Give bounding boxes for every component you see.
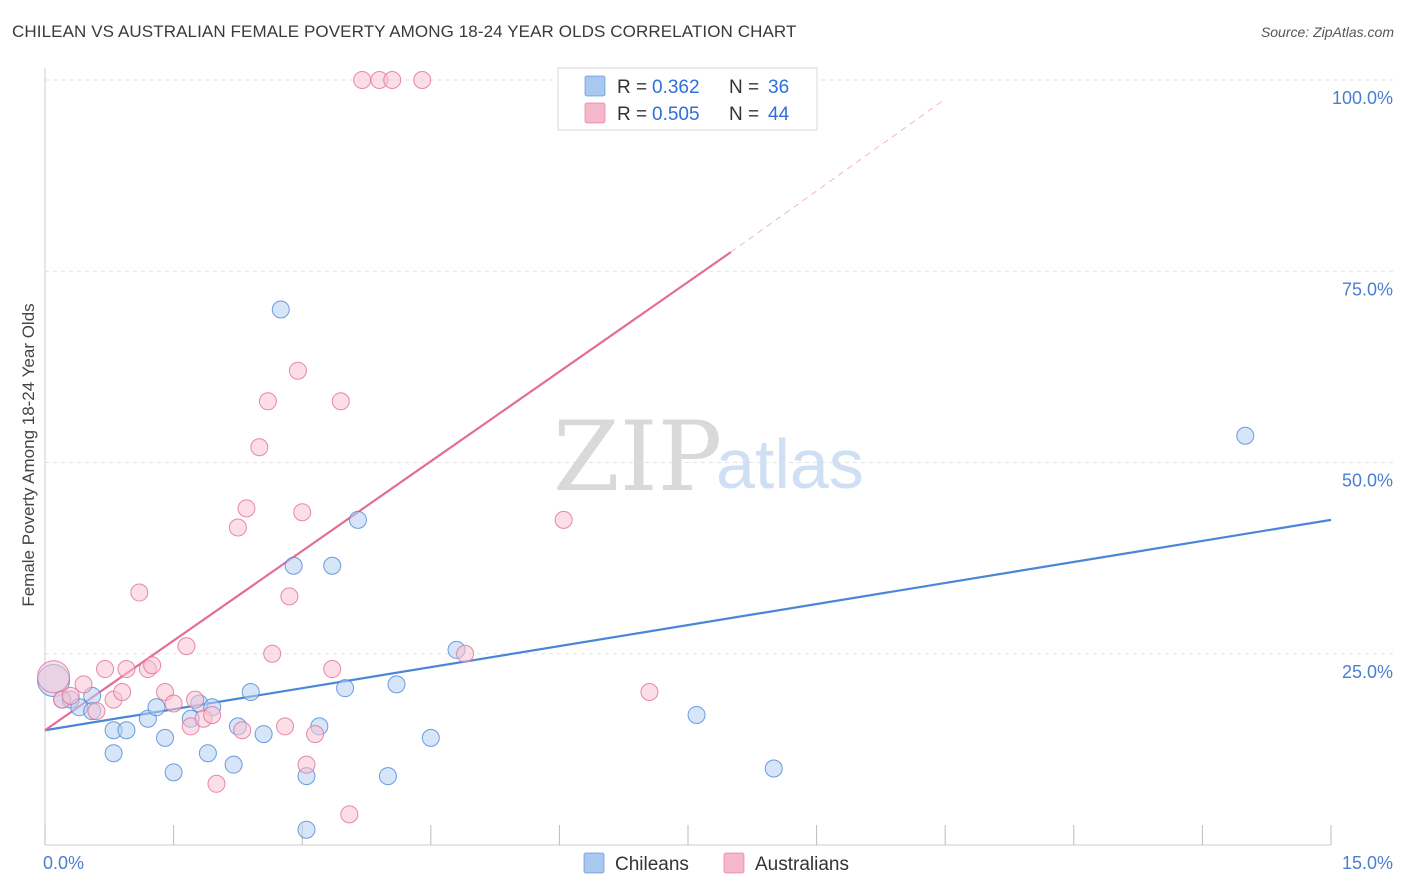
point-australians (250, 438, 269, 457)
point-australians (288, 361, 307, 380)
point-australians (297, 755, 316, 774)
point-australians (353, 71, 372, 89)
watermark: ZIP atlas (553, 401, 864, 513)
source-label: Source: ZipAtlas.com (1260, 24, 1394, 40)
point-australians (340, 805, 359, 824)
point-australians (456, 644, 475, 663)
point-chileans (421, 728, 440, 747)
point-chileans (104, 744, 123, 763)
point-australians (293, 503, 312, 522)
point-chileans (164, 763, 183, 782)
point-australians (186, 690, 205, 709)
bottom-legend-label-chileans: Chileans (615, 854, 689, 875)
point-australians (383, 71, 402, 89)
bottom-legend-swatch-chileans (583, 852, 605, 874)
point-australians (143, 656, 162, 675)
y-tick-label: 25.0% (1342, 662, 1393, 682)
point-chileans (323, 556, 342, 575)
legend-r-label-australians: R = (617, 104, 647, 125)
point-australians (207, 774, 226, 793)
point-australians (233, 721, 252, 740)
point-chileans (284, 556, 303, 575)
tick-labels: 25.0% 50.0% 75.0% 100.0% 0.0% 15.0% (43, 88, 1393, 873)
y-tick-label: 50.0% (1342, 471, 1393, 491)
x-tick-label: 15.0% (1342, 853, 1393, 873)
point-australians (276, 717, 295, 736)
point-australians (237, 499, 256, 518)
point-australians (164, 694, 183, 713)
grid-lines (45, 79, 1395, 655)
point-chileans (297, 820, 316, 839)
point-chileans (254, 725, 273, 744)
chart-title: CHILEAN VS AUSTRALIAN FEMALE POVERTY AMO… (12, 22, 797, 41)
point-australians (130, 583, 149, 602)
point-australians (61, 686, 80, 705)
axes (44, 68, 1332, 846)
trend-line-australians (44, 251, 732, 732)
point-chileans (387, 675, 406, 694)
legend-n-label-chileans: N = (729, 77, 759, 98)
point-chileans (378, 767, 397, 786)
watermark-zip: ZIP (553, 401, 722, 513)
y-tick-label: 75.0% (1342, 279, 1393, 299)
legend-box: R = 0.362 N = 36 R = 0.505 N = 44 (557, 67, 818, 131)
point-chileans (271, 300, 290, 319)
point-australians (228, 518, 247, 537)
y-tick-label: 100.0% (1332, 88, 1393, 108)
point-australians (640, 683, 659, 701)
point-australians (177, 637, 196, 656)
legend-n-label-australians: N = (729, 104, 759, 125)
bottom-legend: Chileans Australians (583, 852, 849, 875)
point-australians (554, 510, 573, 529)
point-australians (323, 660, 342, 679)
point-chileans (147, 698, 166, 717)
point-australians (280, 587, 299, 606)
trend-line-chileans (44, 518, 1332, 732)
point-australians (331, 392, 350, 411)
watermark-atlas: atlas (716, 425, 864, 503)
point-australians (74, 675, 93, 694)
legend-r-value-australians: 0.505 (652, 104, 700, 125)
point-chileans (224, 755, 243, 774)
point-chileans (687, 705, 706, 724)
legend-swatch-australians (584, 102, 606, 124)
point-chileans (156, 728, 175, 747)
point-chileans (764, 759, 783, 778)
point-australians (263, 644, 282, 663)
legend-n-value-australians: 44 (768, 104, 790, 125)
y-axis-title: Female Poverty Among 18-24 Year Olds (19, 303, 38, 606)
legend-swatch-chileans (584, 75, 606, 97)
point-australians (306, 725, 325, 744)
point-chileans (1236, 426, 1255, 445)
point-australians (96, 660, 115, 679)
legend-n-value-chileans: 36 (768, 77, 789, 98)
bottom-legend-swatch-australians (723, 852, 745, 874)
point-australians (413, 71, 432, 89)
legend-r-label-chileans: R = (617, 77, 647, 98)
point-chileans (117, 721, 136, 740)
point-australians (37, 660, 71, 694)
point-australians (87, 702, 106, 721)
trend-lines (44, 98, 1332, 732)
point-chileans (241, 683, 260, 701)
point-australians (258, 392, 277, 411)
legend-r-value-chileans: 0.362 (652, 77, 700, 98)
point-australians (113, 683, 132, 701)
x-tick-label: 0.0% (43, 853, 84, 873)
point-australians (203, 705, 222, 724)
point-chileans (198, 744, 217, 763)
point-australians (117, 660, 136, 679)
bottom-legend-label-australians: Australians (755, 854, 849, 875)
point-chileans (336, 679, 355, 698)
data-points (37, 71, 1255, 839)
point-chileans (348, 510, 367, 529)
